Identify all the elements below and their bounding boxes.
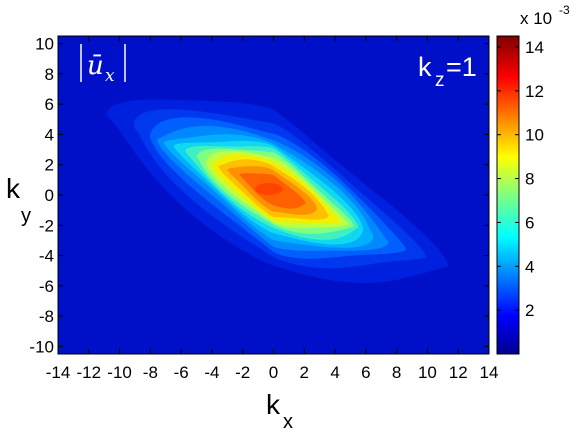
y-axis-label: k y: [6, 173, 31, 227]
colorbar-scale-exponent: -3: [559, 3, 570, 17]
quantity-label: ū x: [80, 44, 126, 86]
x-axis-ticks: -14 -12 -10 -8 -6 -4 -2 0 2 4 6 8 10 12 14: [46, 36, 499, 382]
plot-area: -14 -12 -10 -8 -6 -4 -2 0 2 4 6 8 10 12 14 -10 -8 -6 -4 -2…: [29, 35, 498, 382]
x-tick-label: 8: [392, 363, 401, 382]
quantity-subscript: x: [105, 66, 115, 86]
y-axis-label-subscript: y: [21, 205, 31, 227]
x-tick-label: 6: [361, 363, 370, 382]
y-tick-label: -8: [39, 307, 54, 326]
x-tick-label: -4: [204, 363, 219, 382]
x-tick-label: -14: [46, 363, 71, 382]
colorbar-tick-label: 10: [525, 126, 544, 145]
colorbar-tick-label: 14: [525, 38, 544, 57]
x-tick-label: -6: [174, 363, 189, 382]
x-tick-label: 14: [480, 363, 499, 382]
panel-label-main: k: [418, 52, 432, 82]
y-axis-ticks: -10 -8 -6 -4 -2 0 2 4 6 8 10: [29, 35, 489, 356]
x-tick-label: -8: [143, 363, 158, 382]
y-axis-label-main: k: [6, 173, 21, 204]
colorbar-gradient: [496, 35, 520, 355]
panel-label-suffix: =1: [446, 52, 477, 82]
contour-fills: [106, 99, 449, 283]
x-axis-label-main: k: [266, 389, 281, 420]
colorbar-tick-label: 8: [525, 170, 534, 189]
colorbar-ticks: 2 4 6 8 10 12 14: [497, 38, 544, 320]
x-tick-label: 10: [418, 363, 437, 382]
x-tick-label: -10: [107, 363, 132, 382]
x-tick-label: 12: [449, 363, 468, 382]
x-tick-label: 0: [269, 363, 278, 382]
colorbar-tick-label: 12: [525, 82, 544, 101]
x-axis-label: k x: [266, 389, 293, 433]
colorbar-tick-label: 2: [525, 301, 534, 320]
colorbar-tick-label: 4: [525, 257, 534, 276]
panel-label: k z =1: [418, 52, 477, 91]
y-tick-label: 2: [45, 156, 54, 175]
y-tick-label: -4: [39, 247, 54, 266]
y-tick-label: 4: [45, 125, 54, 144]
x-tick-label: -12: [76, 363, 101, 382]
quantity-symbol: ū: [87, 51, 104, 81]
y-tick-label: 6: [45, 95, 54, 114]
x-tick-label: 2: [300, 363, 309, 382]
x-axis-label-subscript: x: [283, 411, 293, 433]
y-tick-label: 10: [35, 35, 54, 54]
y-tick-label: -6: [39, 277, 54, 296]
y-tick-label: 0: [45, 186, 54, 205]
y-tick-label: -10: [29, 337, 54, 356]
colorbar-scale-text: x 10: [520, 9, 552, 28]
y-tick-label: 8: [45, 65, 54, 84]
y-tick-label: -2: [39, 216, 54, 235]
colorbar: 2 4 6 8 10 12 14 x 10 -3: [496, 3, 570, 355]
x-tick-label: 4: [330, 363, 339, 382]
x-tick-label: -2: [235, 363, 250, 382]
panel-label-subscript: z: [435, 70, 445, 91]
contour-peak: [254, 182, 283, 195]
colorbar-tick-label: 6: [525, 213, 534, 232]
